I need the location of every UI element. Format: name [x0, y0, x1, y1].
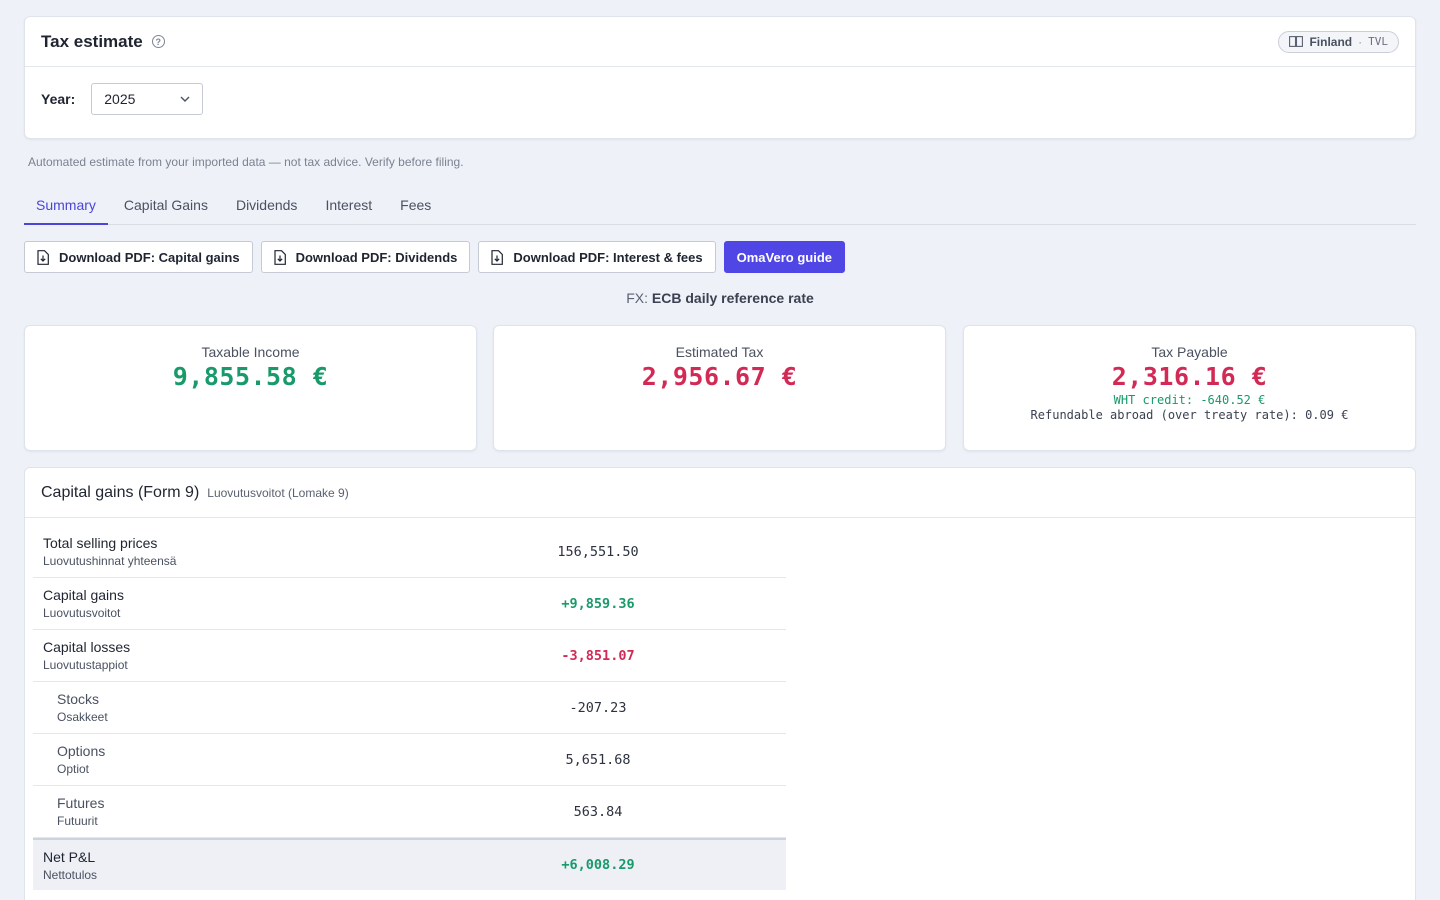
capital-gains-subtitle: Luovutusvoitot (Lomake 9)	[207, 485, 349, 500]
page-title: Tax estimate	[41, 31, 143, 51]
row-value: +9,859.36	[561, 595, 635, 612]
row-label-fi: Futuurit	[57, 814, 98, 828]
download-pdf-interest-fees-label: Download PDF: Interest & fees	[513, 249, 703, 265]
table-row: Stocks Osakkeet -207.23	[33, 682, 786, 734]
row-label-fi: Osakkeet	[57, 710, 108, 724]
row-label-fi: Nettotulos	[43, 867, 98, 882]
table-row: Capital losses Luovutustappiot -3,851.07	[33, 630, 786, 682]
estimated-tax-card: Estimated Tax 2,956.67 €	[493, 325, 946, 451]
row-label: Total selling prices	[43, 535, 158, 551]
tax-payable-label: Tax Payable	[1151, 344, 1228, 360]
row-label-fi: Luovutustappiot	[43, 658, 128, 672]
capital-gains-title: Capital gains (Form 9)	[41, 483, 200, 501]
row-value: -3,851.07	[561, 647, 635, 664]
table-row: Options Optiot 5,651.68	[33, 734, 786, 786]
refundable-abroad-text: Refundable abroad (over treaty rate): 0.…	[1030, 408, 1349, 422]
file-download-icon	[273, 249, 286, 265]
row-value: 563.84	[573, 803, 623, 820]
taxable-income-label: Taxable Income	[201, 344, 300, 360]
row-value: 156,551.50	[557, 543, 639, 560]
row-value: +6,008.29	[561, 857, 635, 873]
tax-payable-card: Tax Payable 2,316.16 € WHT credit: -640.…	[963, 325, 1416, 451]
row-label: Stocks	[57, 691, 100, 707]
row-label: Net P&L	[43, 848, 96, 865]
table-row: Total selling prices Luovutushinnat yhtee…	[33, 526, 786, 578]
tab-fees[interactable]: Fees	[400, 197, 432, 213]
row-value: -207.23	[569, 699, 627, 716]
capital-gains-table: Total selling prices Luovutushinnat yhtee…	[33, 526, 786, 890]
taxable-income-card: Taxable Income 9,855.58 €	[24, 325, 477, 451]
region-separator: ·	[1358, 34, 1363, 49]
book-icon	[1289, 36, 1304, 47]
row-label-fi: Luovutusvoitot	[43, 606, 121, 620]
disclaimer-text: Automated estimate from your imported da…	[28, 155, 464, 169]
download-pdf-capital-gains-label: Download PDF: Capital gains	[59, 249, 240, 265]
year-select[interactable]: 2025	[91, 83, 204, 115]
row-label-fi: Optiot	[57, 762, 90, 776]
region-country: Finland	[1309, 34, 1353, 49]
tab-summary[interactable]: Summary	[24, 186, 108, 225]
chevron-down-icon	[180, 96, 190, 102]
fx-prefix: FX:	[626, 290, 649, 306]
file-download-icon	[37, 249, 49, 265]
download-pdf-dividends-button[interactable]: Download PDF: Dividends	[260, 241, 471, 273]
tab-capital-gains[interactable]: Capital Gains	[123, 197, 208, 213]
capital-gains-header: Capital gains (Form 9) Luovutusvoitot (L…	[25, 468, 1415, 518]
row-label: Options	[57, 743, 106, 759]
header-top-bar: Tax estimate ? Finland · TVL	[25, 17, 1415, 67]
region-code: TVL	[1368, 35, 1388, 48]
fx-source-name: ECB daily reference rate	[651, 290, 814, 306]
estimated-tax-value: 2,956.67 €	[641, 362, 798, 391]
year-label: Year:	[41, 91, 76, 107]
region-badge: Finland · TVL	[1278, 30, 1399, 53]
taxable-income-value: 9,855.58 €	[172, 362, 329, 391]
row-label: Capital losses	[43, 639, 131, 655]
table-row: Futures Futuurit 563.84	[33, 786, 786, 838]
net-pnl-row: Net P&L Nettotulos +6,008.29	[33, 838, 786, 890]
download-pdf-capital-gains-button[interactable]: Download PDF: Capital gains	[24, 241, 253, 273]
tab-interest[interactable]: Interest	[325, 197, 373, 213]
capital-gains-card: Capital gains (Form 9) Luovutusvoitot (L…	[24, 467, 1416, 900]
table-row: Capital gains Luovutusvoitot +9,859.36	[33, 578, 786, 630]
row-label-fi: Luovutushinnat yhteensä	[43, 554, 177, 568]
tab-dividends[interactable]: Dividends	[235, 197, 298, 213]
download-pdf-interest-fees-button[interactable]: Download PDF: Interest & fees	[478, 241, 716, 273]
action-buttons: Download PDF: Capital gains Download PDF…	[24, 241, 845, 273]
tab-bar: Summary Capital Gains Dividends Interest…	[24, 186, 1416, 225]
tax-estimate-header-card: Tax estimate ? Finland · TVL Year: 2025	[24, 16, 1416, 139]
file-download-icon	[491, 249, 504, 265]
year-selector-row: Year: 2025	[25, 67, 1415, 131]
estimated-tax-label: Estimated Tax	[675, 344, 764, 360]
year-select-value: 2025	[104, 91, 136, 107]
tax-payable-value: 2,316.16 €	[1111, 362, 1268, 391]
help-icon[interactable]: ?	[151, 35, 165, 48]
row-label: Futures	[57, 795, 105, 811]
wht-credit-text: WHT credit: -640.52 €	[1113, 393, 1266, 407]
row-value: 5,651.68	[565, 751, 631, 768]
row-label: Capital gains	[43, 587, 124, 603]
download-pdf-dividends-label: Download PDF: Dividends	[295, 249, 458, 265]
fx-source: FX: ECB daily reference rate	[0, 290, 1440, 306]
omavero-guide-button[interactable]: OmaVero guide	[723, 241, 845, 273]
